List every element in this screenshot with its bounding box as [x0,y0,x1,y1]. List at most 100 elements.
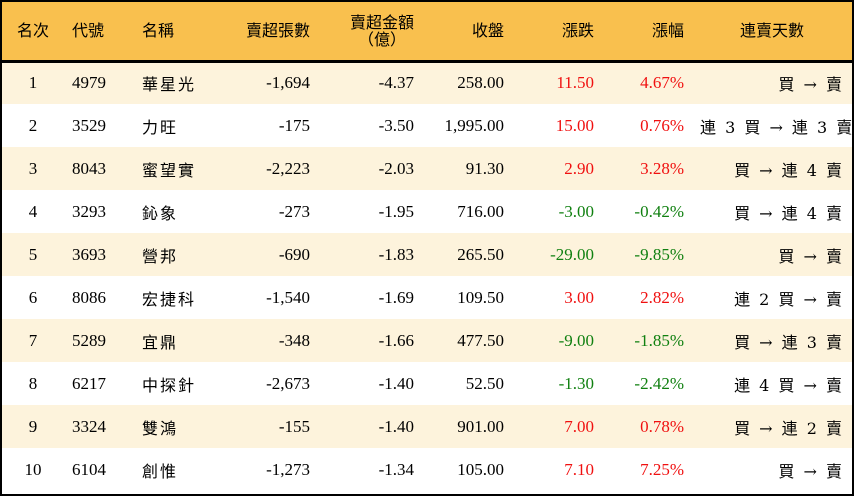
cell-change-pct: 3.28% [640,158,684,178]
table-row: 1 4979 華星光 -1,694 -4.37 258.00 11.50 4.6… [2,61,852,104]
cell-close: 716.00 [457,201,504,221]
cell-consecutive-days: 買 → 賣 [778,75,844,95]
table-row: 5 3693 營邦 -690 -1.83 265.50 -29.00 -9.85… [2,233,852,276]
cell-code: 3529 [72,115,106,135]
header-net-sell-lots: 賣超張數 [222,2,318,63]
cell-change: -3.00 [558,201,594,221]
table-row: 7 5289 宜鼎 -348 -1.66 477.50 -9.00 -1.85%… [2,319,852,362]
cell-close: 265.50 [457,244,504,264]
cell-change-pct: 7.25% [640,459,684,479]
cell-rank: 2 [28,115,38,135]
cell-change-pct: 4.67% [640,73,684,93]
cell-net-sell-amount: -1.83 [378,244,414,264]
cell-change-pct: 2.82% [640,287,684,307]
cell-name: 創惟 [142,461,179,481]
table-row: 8 6217 中探針 -2,673 -1.40 52.50 -1.30 -2.4… [2,362,852,405]
cell-code: 6104 [72,459,106,479]
header-change-pct: 漲幅 [602,2,692,63]
cell-consecutive-days: 買 → 連 3 賣 [734,332,844,352]
header-code: 代號 [64,2,134,63]
cell-change: -9.00 [558,330,594,350]
cell-net-sell-amount: -4.37 [378,73,414,93]
cell-net-sell-lots: -1,540 [266,287,310,307]
cell-change-pct: -9.85% [634,244,684,264]
cell-consecutive-days: 買 → 賣 [778,461,844,481]
cell-close: 109.50 [457,287,504,307]
cell-name: 宏捷科 [142,289,197,309]
cell-change: 15.00 [555,115,594,135]
cell-net-sell-amount: -2.03 [378,158,414,178]
table-row: 3 8043 蜜望實 -2,223 -2.03 91.30 2.90 3.28%… [2,147,852,190]
cell-close: 258.00 [457,73,504,93]
cell-consecutive-days: 連 2 買 → 賣 [734,289,844,309]
cell-net-sell-amount: -1.95 [378,201,414,221]
cell-change: -29.00 [550,244,594,264]
table-row: 9 3324 雙鴻 -155 -1.40 901.00 7.00 0.78% 買… [2,405,852,448]
cell-change: 3.00 [564,287,594,307]
cell-net-sell-lots: -1,273 [266,459,310,479]
cell-net-sell-lots: -2,673 [266,373,310,393]
cell-net-sell-lots: -155 [278,416,310,436]
cell-rank: 8 [28,373,38,393]
header-consecutive-days: 連賣天數 [692,2,852,63]
cell-net-sell-lots: -348 [278,330,310,350]
cell-change-pct: -1.85% [634,330,684,350]
cell-consecutive-days: 連 3 買 → 連 3 賣 [700,117,854,137]
table-row: 10 6104 創惟 -1,273 -1.34 105.00 7.10 7.25… [2,448,852,491]
cell-net-sell-lots: -1,694 [266,73,310,93]
cell-rank: 9 [28,416,38,436]
header-rank: 名次 [2,2,64,63]
cell-net-sell-lots: -2,223 [266,158,310,178]
cell-code: 5289 [72,330,106,350]
cell-close: 1,995.00 [444,115,505,135]
cell-net-sell-amount: -1.34 [378,459,414,479]
cell-net-sell-amount: -1.66 [378,330,414,350]
cell-name: 宜鼎 [142,332,179,352]
cell-name: 雙鴻 [142,418,179,438]
cell-change-pct: 0.78% [640,416,684,436]
table-header-row: 名次 代號 名稱 賣超張數 賣超金額 （億） 收盤 漲跌 漲幅 連賣天數 [2,2,852,63]
header-net-sell-amount-line1: 賣超金額 [349,12,414,32]
cell-net-sell-lots: -273 [278,201,310,221]
cell-change-pct: -2.42% [634,373,684,393]
cell-code: 8086 [72,287,106,307]
header-name: 名稱 [134,2,222,63]
cell-change-pct: 0.76% [640,115,684,135]
cell-net-sell-amount: -3.50 [378,115,414,135]
cell-change: 7.10 [564,459,594,479]
cell-close: 105.00 [457,459,504,479]
cell-rank: 6 [28,287,38,307]
cell-name: 蜜望實 [142,160,197,180]
cell-net-sell-amount: -1.40 [378,416,414,436]
cell-consecutive-days: 買 → 連 4 賣 [734,160,844,180]
cell-change: 11.50 [556,73,594,93]
cell-consecutive-days: 買 → 賣 [778,246,844,266]
cell-name: 華星光 [142,75,197,95]
table-row: 2 3529 力旺 -175 -3.50 1,995.00 15.00 0.76… [2,104,852,147]
cell-close: 52.50 [465,373,504,393]
cell-change-pct: -0.42% [634,201,684,221]
cell-code: 4979 [72,73,106,93]
cell-net-sell-amount: -1.40 [378,373,414,393]
cell-name: 力旺 [142,117,179,137]
cell-name: 鈊象 [142,203,179,223]
cell-rank: 10 [24,459,42,479]
cell-rank: 1 [28,73,38,93]
cell-change: 2.90 [564,158,594,178]
cell-change: -1.30 [558,373,594,393]
header-net-sell-amount-line2: （億） [357,29,406,49]
cell-consecutive-days: 買 → 連 2 賣 [734,418,844,438]
cell-consecutive-days: 買 → 連 4 賣 [734,203,844,223]
header-change: 漲跌 [512,2,602,63]
cell-rank: 7 [28,330,38,350]
cell-code: 3324 [72,416,106,436]
cell-close: 901.00 [457,416,504,436]
cell-name: 中探針 [142,375,197,395]
cell-code: 3693 [72,244,106,264]
cell-close: 477.50 [457,330,504,350]
table-row: 6 8086 宏捷科 -1,540 -1.69 109.50 3.00 2.82… [2,276,852,319]
cell-close: 91.30 [465,158,504,178]
cell-net-sell-amount: -1.69 [378,287,414,307]
